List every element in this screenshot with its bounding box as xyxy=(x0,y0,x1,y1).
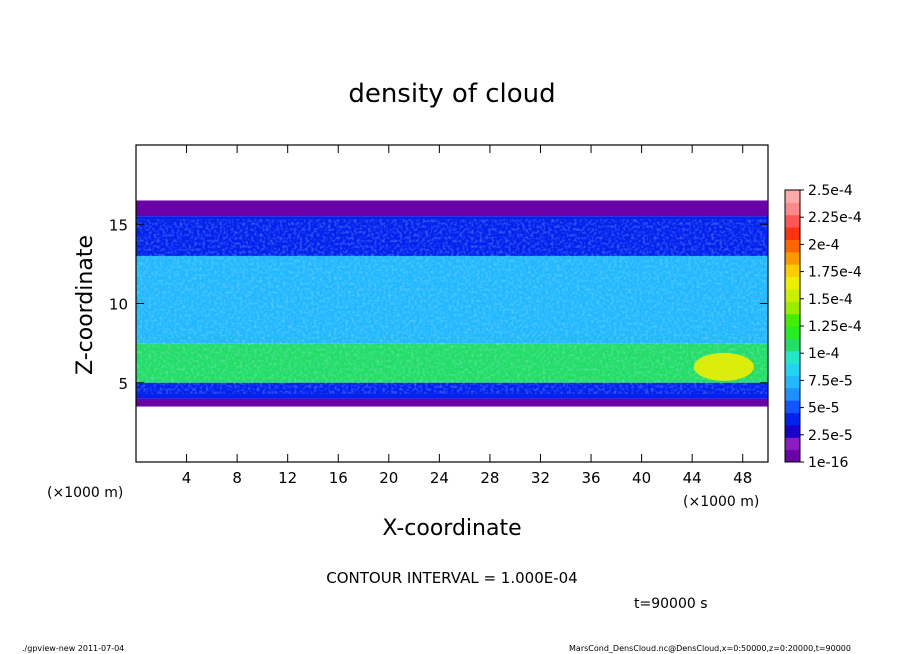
y-axis-label: Z-coordinate xyxy=(73,235,98,375)
cloud-region-6 xyxy=(136,398,768,407)
colorbar-swatch xyxy=(785,276,800,290)
x-tick-label: 44 xyxy=(683,469,702,487)
y-tick-label: 15 xyxy=(109,216,128,234)
colorbar-swatch xyxy=(785,437,800,451)
colorbar-swatch xyxy=(785,375,800,389)
colorbar-swatch xyxy=(785,190,800,203)
colorbar-swatch xyxy=(785,301,800,315)
x-unit-right: (×1000 m) xyxy=(683,494,759,510)
x-tick-label: 28 xyxy=(480,469,499,487)
colorbar-label: 2.5e-5 xyxy=(808,428,853,444)
colorbar-swatch xyxy=(785,264,800,278)
colorbar-label: 1.25e-4 xyxy=(808,319,862,335)
colorbar-swatch xyxy=(785,400,800,414)
colorbar-swatch xyxy=(785,227,800,240)
x-tick-label: 4 xyxy=(182,469,192,487)
colorbar-swatch xyxy=(785,326,800,339)
colorbar-swatch xyxy=(785,449,800,463)
colorbar-swatch xyxy=(785,338,800,352)
x-tick-label: 16 xyxy=(329,469,348,487)
x-axis-label: X-coordinate xyxy=(382,516,521,541)
colorbar-swatch xyxy=(785,412,800,426)
x-tick-label: 36 xyxy=(581,469,600,487)
plot-area xyxy=(136,200,768,407)
footer-left: ./gpview-new 2011-07-04 xyxy=(22,644,124,653)
colorbar-label: 7.5e-5 xyxy=(808,373,853,389)
x-tick-label: 20 xyxy=(379,469,398,487)
colorbar: 1e-16 2.5e-5 5e-5 7.5e-5 1e-4 1.25e-4 1.5e-4 1.… xyxy=(784,183,862,471)
x-tick-label: 12 xyxy=(278,469,297,487)
colorbar-swatch xyxy=(785,313,800,327)
colorbar-swatch xyxy=(785,363,800,376)
colorbar-swatch xyxy=(785,214,800,228)
cloud-texture xyxy=(136,219,768,394)
colorbar-swatch xyxy=(785,350,800,364)
colorbar-swatch xyxy=(785,387,800,401)
colorbar-label: 1e-16 xyxy=(808,455,848,471)
colorbar-label: 2.25e-4 xyxy=(808,210,862,226)
colorbar-swatch xyxy=(785,251,800,265)
cloud-hotspot xyxy=(693,352,754,381)
y-tick-label: 10 xyxy=(109,296,128,314)
footer-right: MarsCond_DensCloud.nc@DensCloud,x=0:5000… xyxy=(569,644,851,653)
x-tick-label: 24 xyxy=(430,469,449,487)
chart-title: density of cloud xyxy=(348,79,555,109)
x-tick-label: 48 xyxy=(733,469,752,487)
time-label: t=90000 s xyxy=(634,596,708,612)
colorbar-label: 1e-4 xyxy=(808,346,840,362)
colorbar-swatch xyxy=(785,239,800,253)
colorbar-label: 5e-5 xyxy=(808,401,839,417)
contour-interval-label: CONTOUR INTERVAL = 1.000E-04 xyxy=(326,569,577,587)
x-tick-label: 32 xyxy=(531,469,550,487)
colorbar-label: 1.5e-4 xyxy=(808,292,853,308)
cloud-region-1 xyxy=(136,200,768,217)
y-axis: 5 10 15 xyxy=(109,216,768,393)
x-tick-label: 8 xyxy=(232,469,242,487)
colorbar-swatch xyxy=(785,288,800,302)
colorbar-swatch xyxy=(785,202,800,216)
x-unit-left: (×1000 m) xyxy=(47,485,123,501)
colorbar-label: 2e-4 xyxy=(808,237,840,253)
colorbar-swatch xyxy=(785,424,800,438)
x-tick-label: 40 xyxy=(632,469,651,487)
x-axis: 4 8 12 16 20 24 28 32 36 40 44 48 xyxy=(182,145,752,487)
colorbar-label: 2.5e-4 xyxy=(808,183,853,199)
colorbar-label: 1.75e-4 xyxy=(808,265,862,281)
y-tick-label: 5 xyxy=(118,375,128,393)
